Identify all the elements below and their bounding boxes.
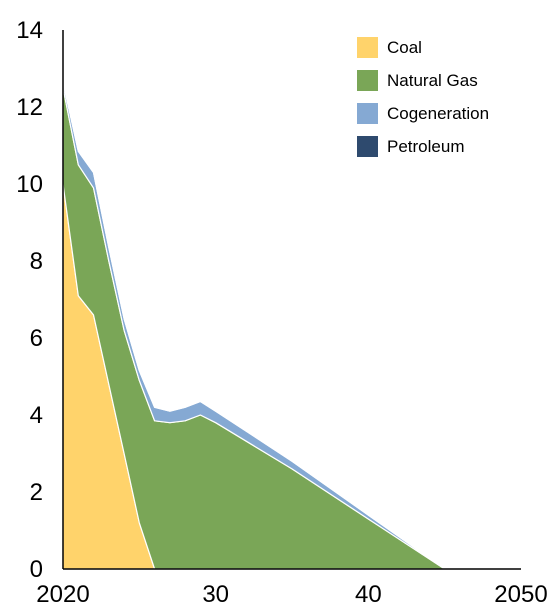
y-tick-label: 10 — [16, 171, 43, 198]
legend-label-coal: Coal — [387, 38, 422, 57]
y-tick-label: 12 — [16, 94, 43, 121]
x-axis-ticks: 2020 30 40 2050 — [36, 581, 547, 605]
y-tick-label: 14 — [16, 17, 43, 44]
legend-swatch-petroleum — [357, 136, 378, 157]
y-tick-label: 4 — [30, 402, 43, 429]
legend: Coal Natural Gas Cogeneration Petroleum — [357, 37, 489, 157]
x-tick-label: 2050 — [494, 581, 547, 605]
y-tick-label: 0 — [30, 556, 43, 583]
legend-label-cogeneration: Cogeneration — [387, 104, 489, 123]
y-tick-label: 8 — [30, 248, 43, 275]
legend-label-petroleum: Petroleum — [387, 137, 464, 156]
y-tick-label: 6 — [30, 325, 43, 352]
legend-swatch-coal — [357, 37, 378, 58]
x-tick-label: 40 — [355, 581, 382, 605]
x-tick-label: 30 — [202, 581, 229, 605]
legend-swatch-cogeneration — [357, 103, 378, 124]
legend-label-natural-gas: Natural Gas — [387, 71, 478, 90]
x-tick-label: 2020 — [36, 581, 89, 605]
y-axis-ticks: 0 2 4 6 8 10 12 14 — [16, 17, 43, 583]
y-tick-label: 2 — [30, 479, 43, 506]
legend-swatch-natural-gas — [357, 70, 378, 91]
